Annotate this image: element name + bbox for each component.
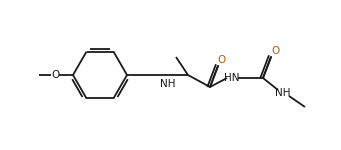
Text: NH: NH [275, 88, 291, 98]
Text: O: O [51, 70, 59, 80]
Text: O: O [218, 55, 226, 65]
Text: O: O [271, 46, 279, 56]
Text: NH: NH [160, 79, 176, 89]
Text: HN: HN [224, 73, 240, 83]
